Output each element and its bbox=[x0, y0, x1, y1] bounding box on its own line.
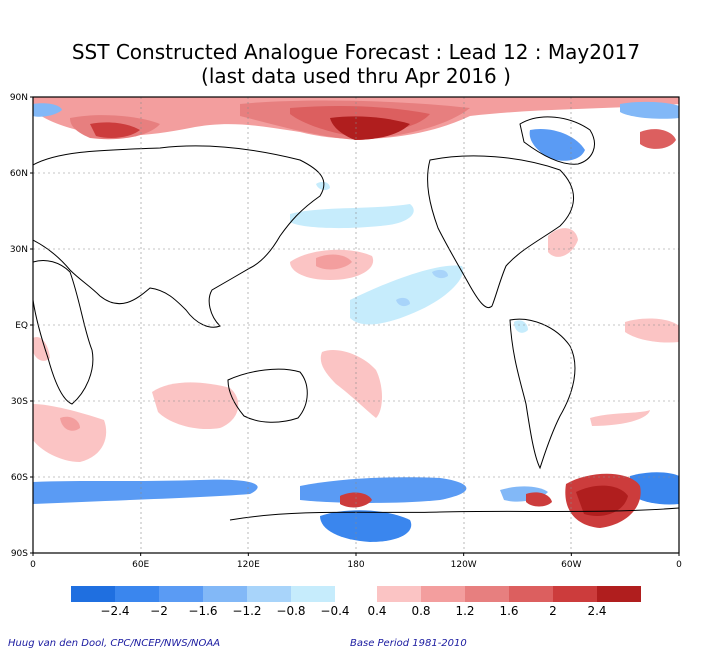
lon-tick-label: 120E bbox=[237, 560, 260, 570]
colorbar-label: −2.4 bbox=[100, 604, 129, 618]
colorbar-swatch-positive bbox=[377, 586, 421, 602]
lon-tick-label: 60E bbox=[132, 560, 149, 570]
colorbar-swatch-negative bbox=[291, 586, 335, 602]
lon-tick-label: 180 bbox=[347, 560, 364, 570]
lon-tick-label: 0 bbox=[676, 560, 682, 570]
colorbar-swatch-negative bbox=[115, 586, 159, 602]
colorbar-swatch-negative bbox=[159, 586, 203, 602]
longitude-axis: 0 60E 120E 180 120W 60W 0 bbox=[30, 553, 682, 570]
colorbar-label: 1.6 bbox=[499, 604, 518, 618]
lat-tick-label: 90S bbox=[11, 549, 28, 559]
map-plot-area bbox=[33, 97, 679, 553]
lon-tick-label: 120W bbox=[451, 560, 477, 570]
colorbar-label: 2 bbox=[549, 604, 557, 618]
colorbar-label: −0.4 bbox=[320, 604, 349, 618]
lon-tick-label: 60W bbox=[561, 560, 581, 570]
lat-tick-label: 60S bbox=[11, 473, 28, 483]
lat-tick-label: 30S bbox=[11, 397, 28, 407]
colorbar-swatch-positive bbox=[465, 586, 509, 602]
sst-map: 90N60N30NEQ30S60S90S 060E120E180120W60W0… bbox=[0, 0, 712, 650]
colorbar-label: −1.6 bbox=[188, 604, 217, 618]
colorbar-swatch-negative bbox=[203, 586, 247, 602]
colorbar-label: −0.8 bbox=[276, 604, 305, 618]
lat-tick-label: 90N bbox=[10, 93, 28, 103]
lat-tick-label: 60N bbox=[10, 169, 28, 179]
latitude-axis: 90N 60N 30N EQ 30S 60S 90S bbox=[10, 93, 33, 559]
lat-tick-label: 30N bbox=[10, 245, 28, 255]
colorbar-label: −1.2 bbox=[232, 604, 261, 618]
lat-tick-label: EQ bbox=[15, 321, 28, 331]
base-period-note: Base Period 1981-2010 bbox=[350, 638, 467, 649]
colorbar-swatch-negative bbox=[71, 586, 115, 602]
colorbar-label: −2 bbox=[150, 604, 168, 618]
colorbar-swatch-positive bbox=[421, 586, 465, 602]
colorbar-swatch-positive bbox=[509, 586, 553, 602]
colorbar-swatch-positive bbox=[553, 586, 597, 602]
colorbar-swatch-negative bbox=[247, 586, 291, 602]
credit-author: Huug van den Dool, CPC/NCEP/NWS/NOAA bbox=[8, 638, 220, 649]
colorbar-swatch-positive bbox=[597, 586, 641, 602]
lon-tick-label: 0 bbox=[30, 560, 36, 570]
colorbar-label: 0.4 bbox=[367, 604, 386, 618]
colorbar-label: 0.8 bbox=[411, 604, 430, 618]
colorbar: −2.4 −2 −1.6 −1.2 −0.8 −0.4 0.4 0.8 1.2 1.6 2 2.4 bbox=[71, 586, 641, 618]
colorbar-label: 1.2 bbox=[455, 604, 474, 618]
colorbar-label: 2.4 bbox=[587, 604, 606, 618]
